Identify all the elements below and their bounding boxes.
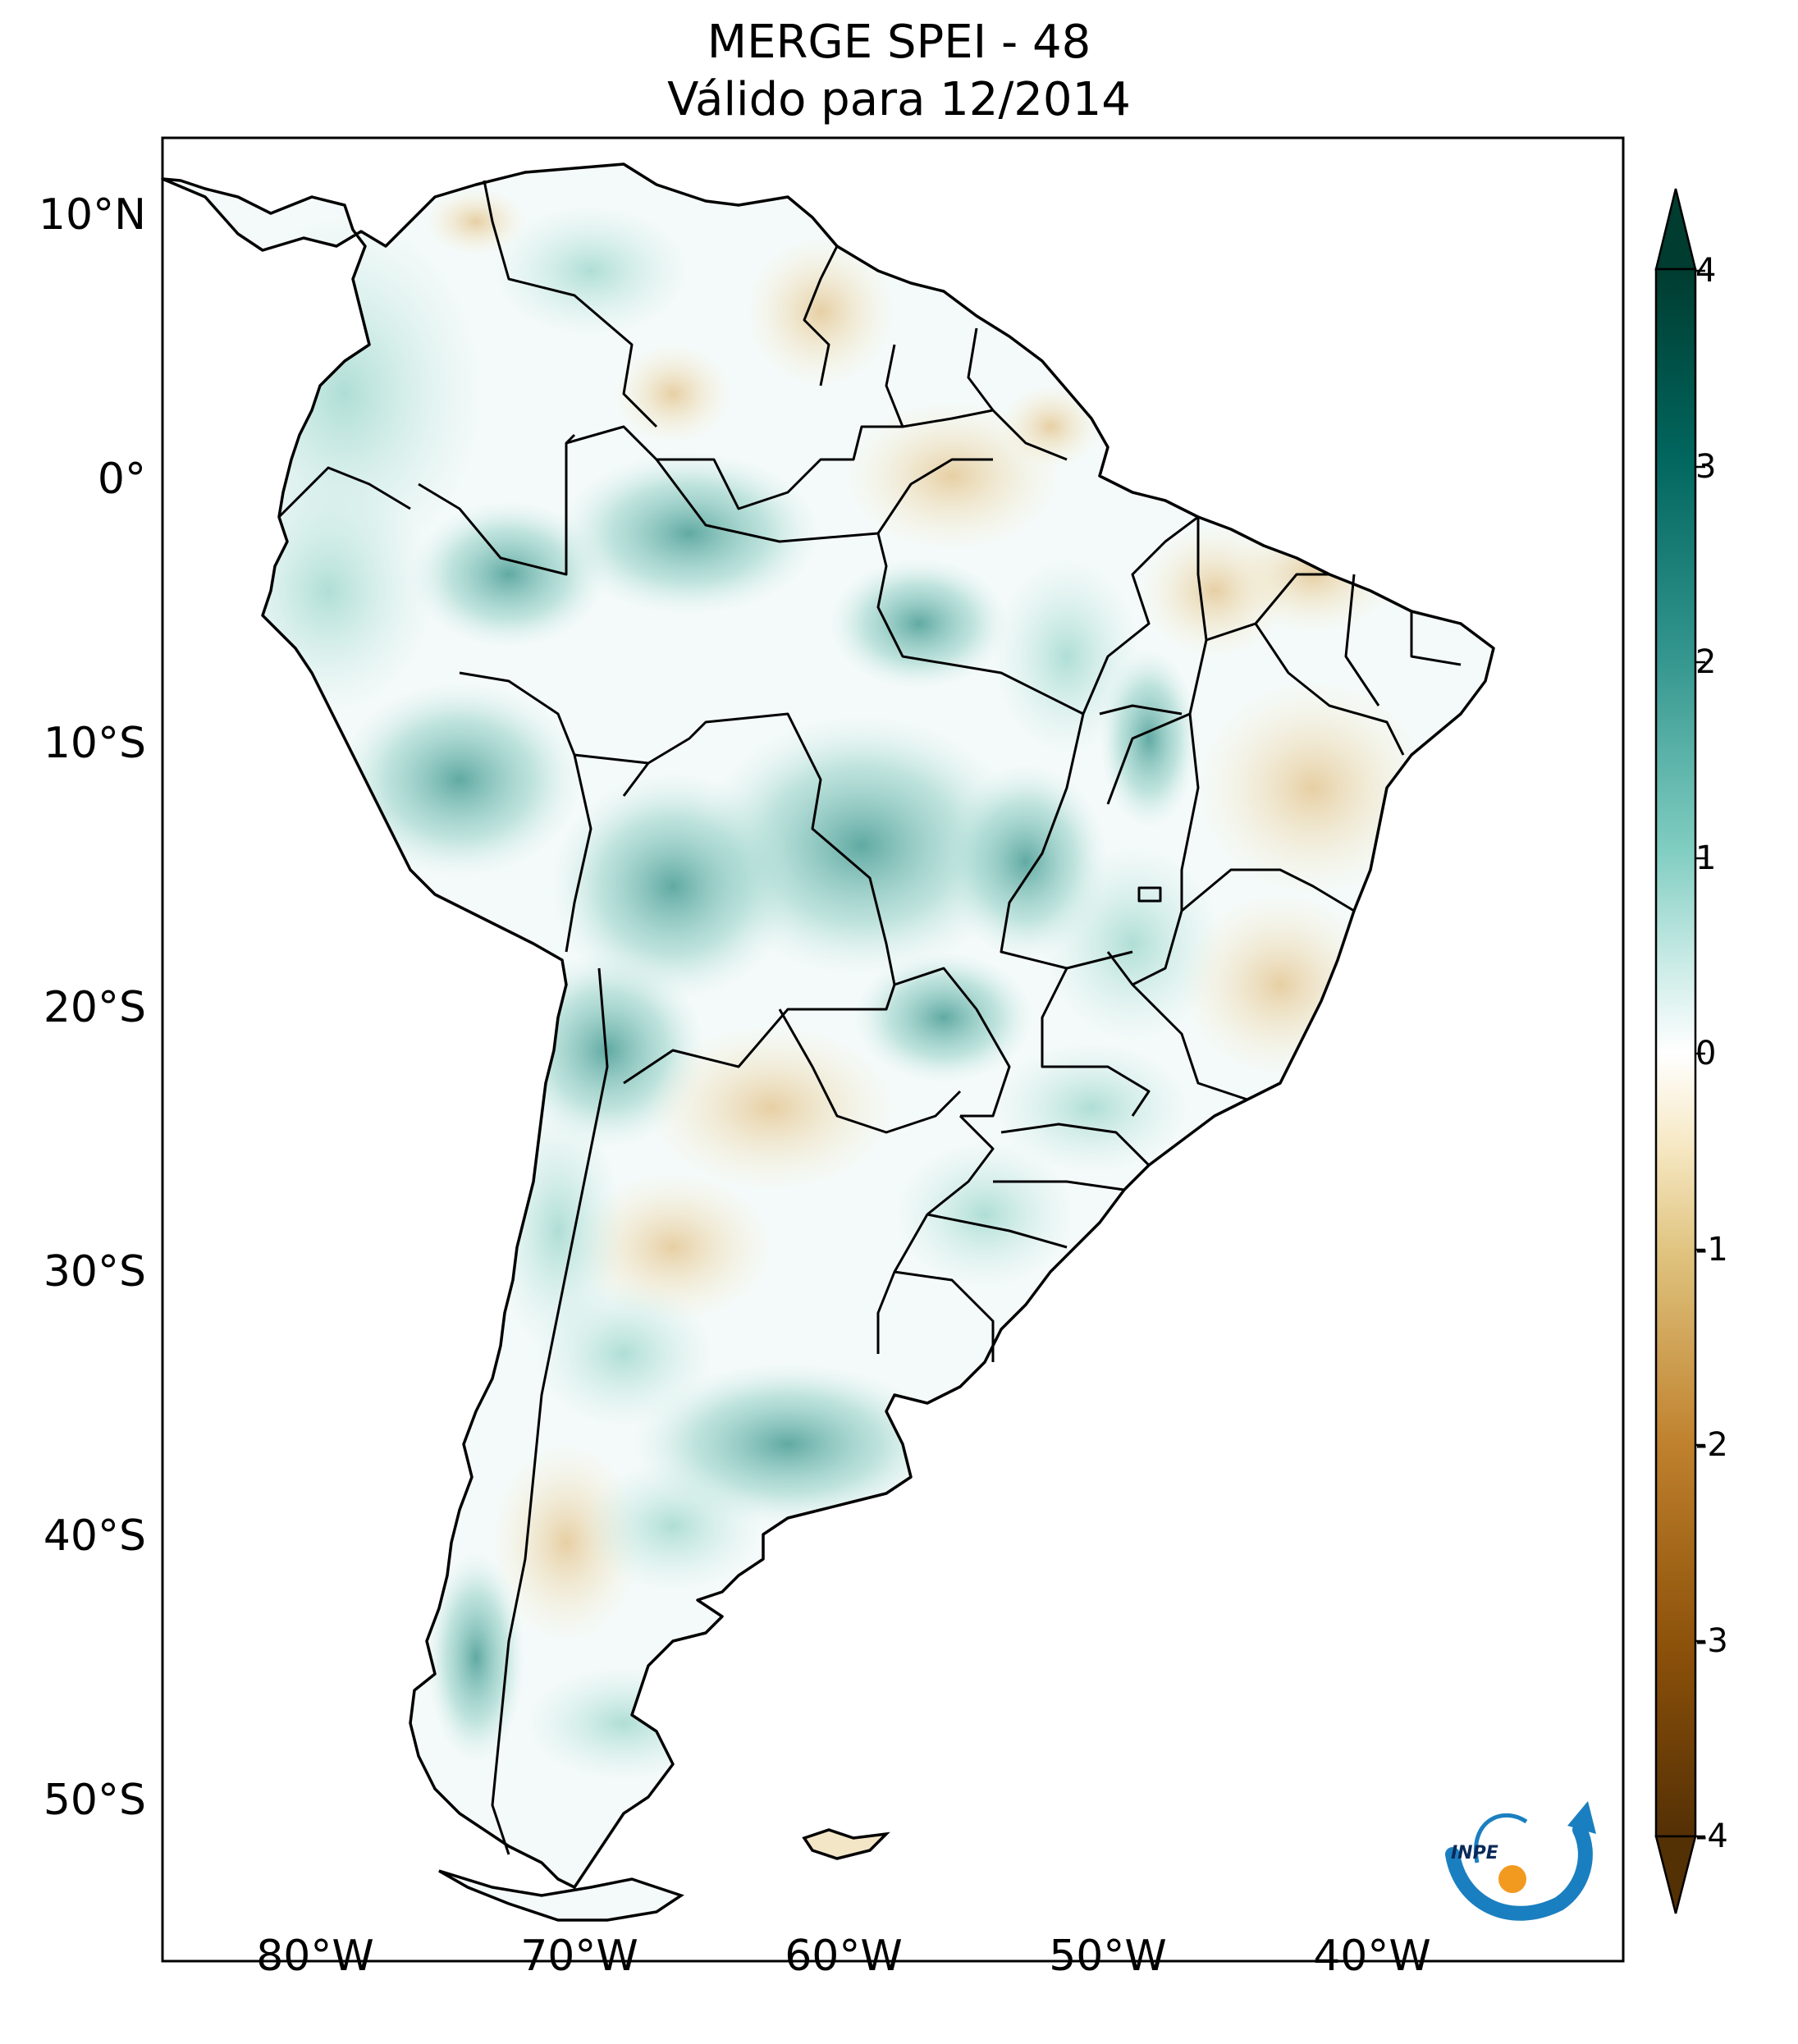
colorbar-label-1: 1 (1695, 839, 1717, 877)
colorbar-label-4: 4 (1695, 252, 1717, 290)
colorbar-ticks (1695, 269, 1705, 1838)
colorbar (1654, 188, 1705, 1914)
colorbar-label-neg1: -1 (1695, 1231, 1728, 1269)
map-subtitle: Válido para 12/2014 (667, 73, 1131, 126)
axes-frame (161, 136, 1625, 1963)
tierra-del-fuego (438, 1869, 684, 1922)
inpe-logo-dot (1498, 1865, 1526, 1893)
falkland-islands (802, 1828, 890, 1860)
colorbar-label-neg2: -2 (1695, 1426, 1728, 1464)
lat-label-50s: 50°S (43, 1776, 146, 1825)
lat-label-40s: 40°S (43, 1511, 146, 1561)
lat-label-20s: 20°S (43, 983, 146, 1032)
map-title: MERGE SPEI - 48 (707, 16, 1091, 69)
internal-borders (277, 180, 1462, 1855)
lat-label-10s: 10°S (43, 719, 146, 768)
colorbar-gradient (1654, 268, 1697, 1838)
inpe-logo (1445, 1801, 1596, 1921)
colorbar-label-neg3: -3 (1695, 1622, 1728, 1660)
colorbar-label-3: 3 (1695, 448, 1717, 486)
lon-label-70w: 70°W (520, 1932, 638, 1981)
lon-label-40w: 40°W (1313, 1932, 1431, 1981)
lat-label-10n: 10°N (38, 190, 146, 240)
colorbar-label-2: 2 (1695, 643, 1717, 681)
colorbar-label-neg4: -4 (1695, 1818, 1728, 1855)
lat-label-30s: 30°S (43, 1247, 146, 1296)
lat-label-0: 0° (97, 455, 146, 504)
colorbar-extend-max (1654, 188, 1697, 271)
coastline (161, 162, 1495, 1889)
lon-label-60w: 60°W (785, 1932, 903, 1981)
inpe-logo-text: INPE (1451, 1843, 1498, 1863)
colorbar-extend-min (1654, 1835, 1697, 1914)
colorbar-label-0: 0 (1695, 1035, 1717, 1072)
lon-label-80w: 80°W (256, 1932, 374, 1981)
lon-label-50w: 50°W (1049, 1932, 1167, 1981)
inpe-logo-arc (1445, 1822, 1593, 1921)
